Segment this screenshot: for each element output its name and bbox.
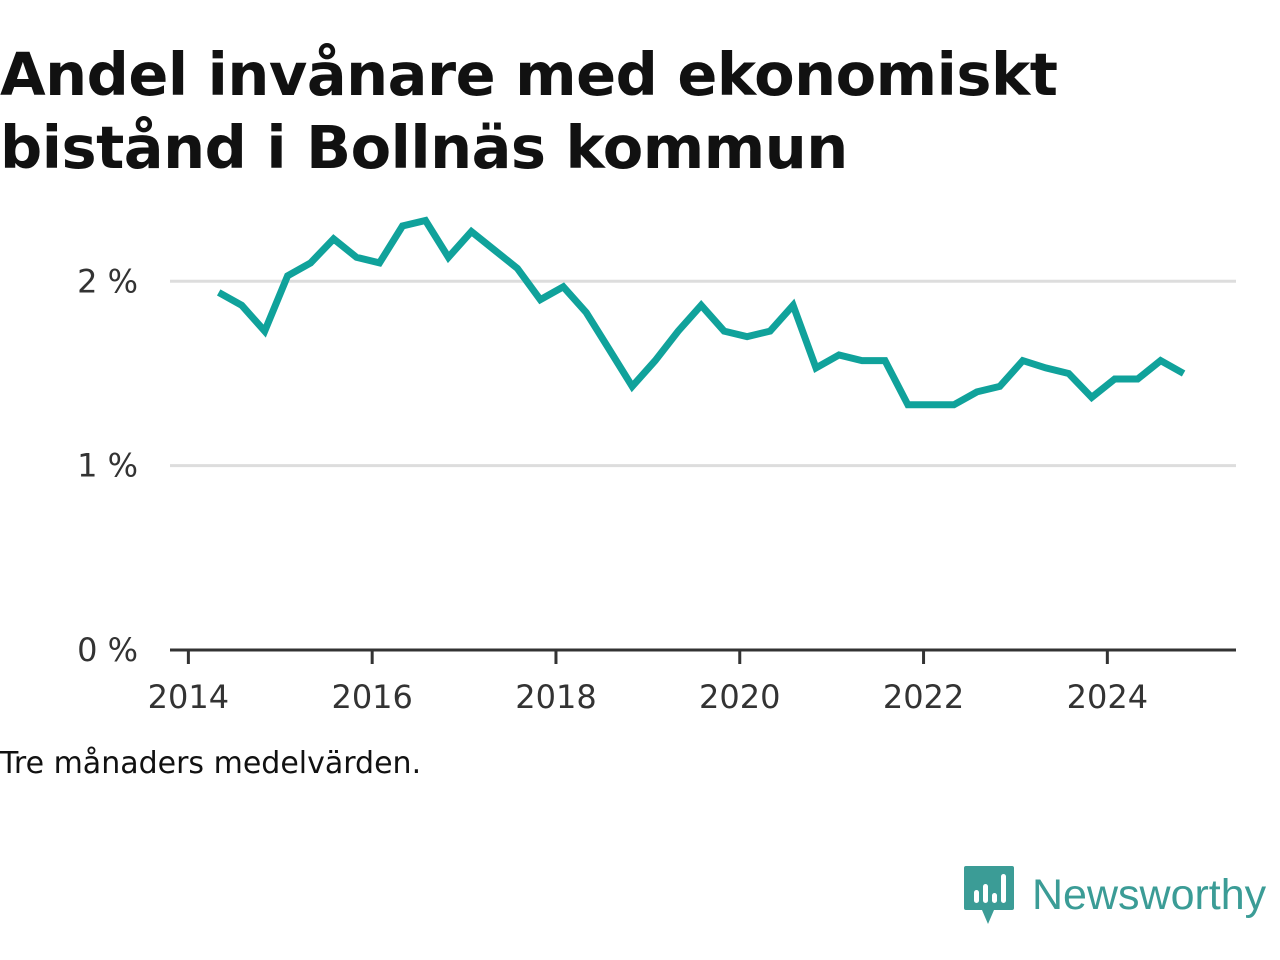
series-line: [216, 216, 1186, 409]
x-tick-label: 2014: [148, 678, 229, 716]
y-axis-ticks: 0 % 1 % 2 %: [77, 262, 138, 669]
y-tick-label: 0 %: [77, 631, 138, 669]
y-tick-label: 1 %: [77, 447, 138, 485]
y-tick-label: 2 %: [77, 262, 138, 300]
x-tick-label: 2018: [515, 678, 596, 716]
brand-name: Newsworthy: [1032, 870, 1267, 919]
chart-title: Andel invånare med ekonomiskt bistånd i …: [0, 40, 1058, 182]
newsworthy-bar-chart-logo-icon: [964, 866, 1014, 924]
brand-logo[interactable]: Newsworthy: [962, 864, 1266, 926]
series-lines: [216, 216, 1186, 409]
chart-caption: Tre månaders medelvärden.: [0, 746, 422, 781]
grid-lines: [170, 279, 1236, 468]
x-tick-label: 2024: [1067, 678, 1148, 716]
x-tick-label: 2022: [883, 678, 964, 716]
x-axis: 2014 2016 2018 2020 2022 2024: [148, 648, 1236, 716]
x-tick-label: 2016: [331, 678, 412, 716]
x-tick-label: 2020: [699, 678, 780, 716]
